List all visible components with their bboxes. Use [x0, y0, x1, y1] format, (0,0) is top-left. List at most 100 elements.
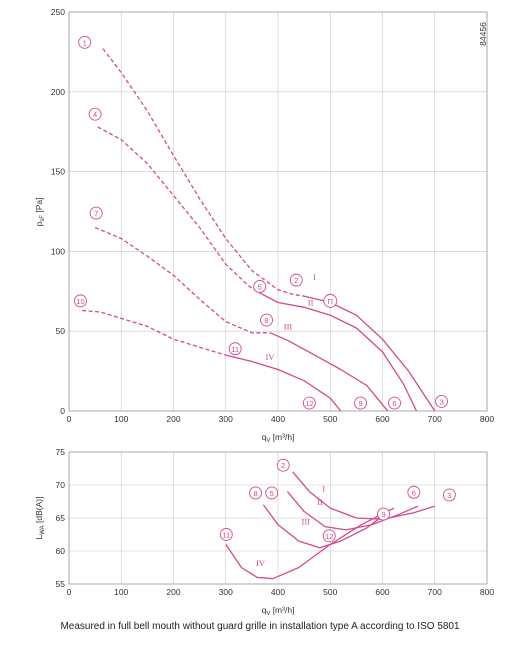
- pressure-x-tick-label: 200: [166, 414, 180, 424]
- pressure-marker-label: 8: [264, 316, 268, 325]
- pressure-marker-label: 10: [76, 297, 84, 306]
- pressure-marker-label: Π: [328, 297, 333, 306]
- pressure-operating-point-marker: 5: [253, 280, 267, 293]
- pressure-operating-point-marker: 2: [289, 273, 303, 287]
- figure-id: 84456: [478, 22, 488, 46]
- sound-x-tick-label: 300: [219, 587, 233, 597]
- pressure-x-tick-label: 300: [219, 414, 233, 424]
- sound-operating-point-marker: 2: [276, 458, 290, 472]
- pressure-marker-label: 6: [392, 399, 396, 408]
- sound-curve-iii-solid: [262, 504, 390, 549]
- sound-x-tick-label: 100: [114, 587, 128, 597]
- pressure-marker-label: 12: [305, 399, 313, 408]
- sound-curve-label: I: [322, 484, 325, 494]
- pressure-marker-label: 9: [358, 399, 362, 408]
- pressure-x-tick-label: 800: [480, 414, 494, 424]
- pressure-x-tick-label: 700: [428, 414, 442, 424]
- sound-y-tick-label: 65: [56, 513, 66, 523]
- pressure-operating-point-marker: 6: [388, 396, 401, 410]
- pressure-operating-point-marker: 7: [89, 206, 103, 220]
- sound-curve-label: IV: [256, 558, 266, 568]
- sound-curve-ii-solid: [286, 491, 419, 531]
- pressure-curve-label: I: [313, 272, 316, 282]
- sound-operating-point-marker: 5: [265, 486, 279, 500]
- pressure-marker-label: 3: [439, 397, 443, 406]
- pressure-curve-label: III: [284, 322, 293, 332]
- sound-y-tick-label: 75: [56, 447, 66, 457]
- pressure-marker-label: 4: [93, 110, 97, 119]
- sound-marker-label: 9: [381, 510, 385, 519]
- pressure-operating-point-marker: 3: [435, 394, 448, 408]
- pressure-operating-point-marker: 11: [228, 342, 242, 356]
- pressure-x-tick-label: 100: [114, 414, 128, 424]
- pressure-curve-iii-dashed: [94, 226, 271, 334]
- sound-chart: 0 100 200 300 400 500 600 700 800 55 60 65 70 75 2 5 8 1…: [34, 447, 494, 617]
- pressure-operating-point-marker: 8: [260, 313, 273, 327]
- sound-x-tick-label: 800: [480, 587, 494, 597]
- pressure-operating-point-marker: 1: [78, 35, 92, 49]
- pressure-y-tick-label: 0: [60, 406, 65, 416]
- pressure-marker-label: 1: [83, 38, 87, 47]
- sound-operating-point-marker: 12: [322, 529, 336, 543]
- sound-operating-point-marker: 8: [249, 486, 262, 500]
- pressure-curve-ii-solid: [259, 292, 418, 412]
- sound-marker-label: 12: [325, 532, 333, 541]
- pressure-y-tick-label: 150: [51, 167, 65, 177]
- sound-marker-label: 11: [222, 531, 230, 540]
- sound-operating-point-marker: 9: [377, 507, 390, 521]
- sound-curve-label: II: [317, 497, 323, 507]
- pressure-curve-iii-solid: [269, 332, 389, 412]
- pressure-chart: 0 100 200 300 400 500 600 700 800 0 50 100 150 200 250…: [34, 7, 494, 444]
- sound-marker-label: 6: [412, 488, 416, 497]
- pressure-marker-label: 2: [294, 276, 298, 285]
- sound-x-tick-label: 400: [271, 587, 285, 597]
- pressure-x-tick-label: 0: [67, 414, 72, 424]
- pressure-y-axis-label: psF [Pa]: [34, 198, 46, 227]
- sound-curve-i-solid: [292, 471, 435, 520]
- sound-marker-label: 8: [253, 489, 257, 498]
- sound-curve-iv-solid: [225, 507, 395, 580]
- pressure-curve-ii-dashed: [97, 126, 261, 294]
- pressure-curve-label: IV: [265, 352, 275, 362]
- sound-x-axis-label: qV [m³/h]: [262, 605, 295, 617]
- sound-marker-label: 2: [281, 461, 285, 470]
- pressure-operating-point-marker: 9: [354, 396, 368, 410]
- sound-plot-frame: [68, 451, 488, 585]
- sound-operating-point-marker: 6: [407, 485, 421, 499]
- pressure-y-tick-label: 100: [51, 246, 65, 256]
- pressure-x-tick-label: 600: [375, 414, 389, 424]
- pressure-operating-point-marker: Π: [323, 293, 338, 308]
- pressure-operating-point-marker: 4: [88, 107, 102, 121]
- sound-marker-label: 3: [447, 491, 451, 500]
- pressure-curve-label: II: [308, 298, 314, 308]
- sound-marker-label: 5: [270, 489, 274, 498]
- sound-x-tick-label: 500: [323, 587, 337, 597]
- sound-curve-label: III: [302, 517, 311, 527]
- pressure-y-tick-label: 200: [51, 87, 65, 97]
- sound-operating-point-marker: 3: [442, 488, 456, 502]
- pressure-marker-label: 7: [94, 209, 98, 218]
- sound-y-tick-label: 60: [56, 546, 66, 556]
- sound-y-axis-label: LWA [dB(A)]: [34, 497, 46, 540]
- pressure-x-tick-label: 500: [323, 414, 337, 424]
- sound-y-tick-label: 55: [56, 579, 66, 589]
- sound-operating-point-marker: 11: [219, 528, 233, 541]
- sound-y-tick-label: 70: [56, 480, 66, 490]
- pressure-y-tick-label: 50: [56, 326, 66, 336]
- pressure-marker-label: 5: [258, 283, 262, 292]
- pressure-y-tick-label: 250: [51, 7, 65, 17]
- pressure-curve-i-dashed: [102, 48, 305, 297]
- pressure-x-tick-label: 400: [271, 414, 285, 424]
- sound-x-tick-label: 600: [375, 587, 389, 597]
- sound-x-tick-label: 700: [428, 587, 442, 597]
- pressure-curve-iv-dashed: [82, 309, 226, 356]
- pressure-x-axis-label: qV [m³/h]: [262, 432, 295, 444]
- pressure-operating-point-marker: 12: [302, 396, 316, 410]
- sound-x-tick-label: 200: [166, 587, 180, 597]
- pressure-operating-point-marker: 10: [74, 294, 87, 308]
- figure-caption: Measured in full bell mouth without guar…: [60, 621, 460, 632]
- pressure-marker-label: 11: [231, 345, 239, 354]
- sound-x-tick-label: 0: [67, 587, 72, 597]
- pressure-plot-frame: [68, 11, 488, 412]
